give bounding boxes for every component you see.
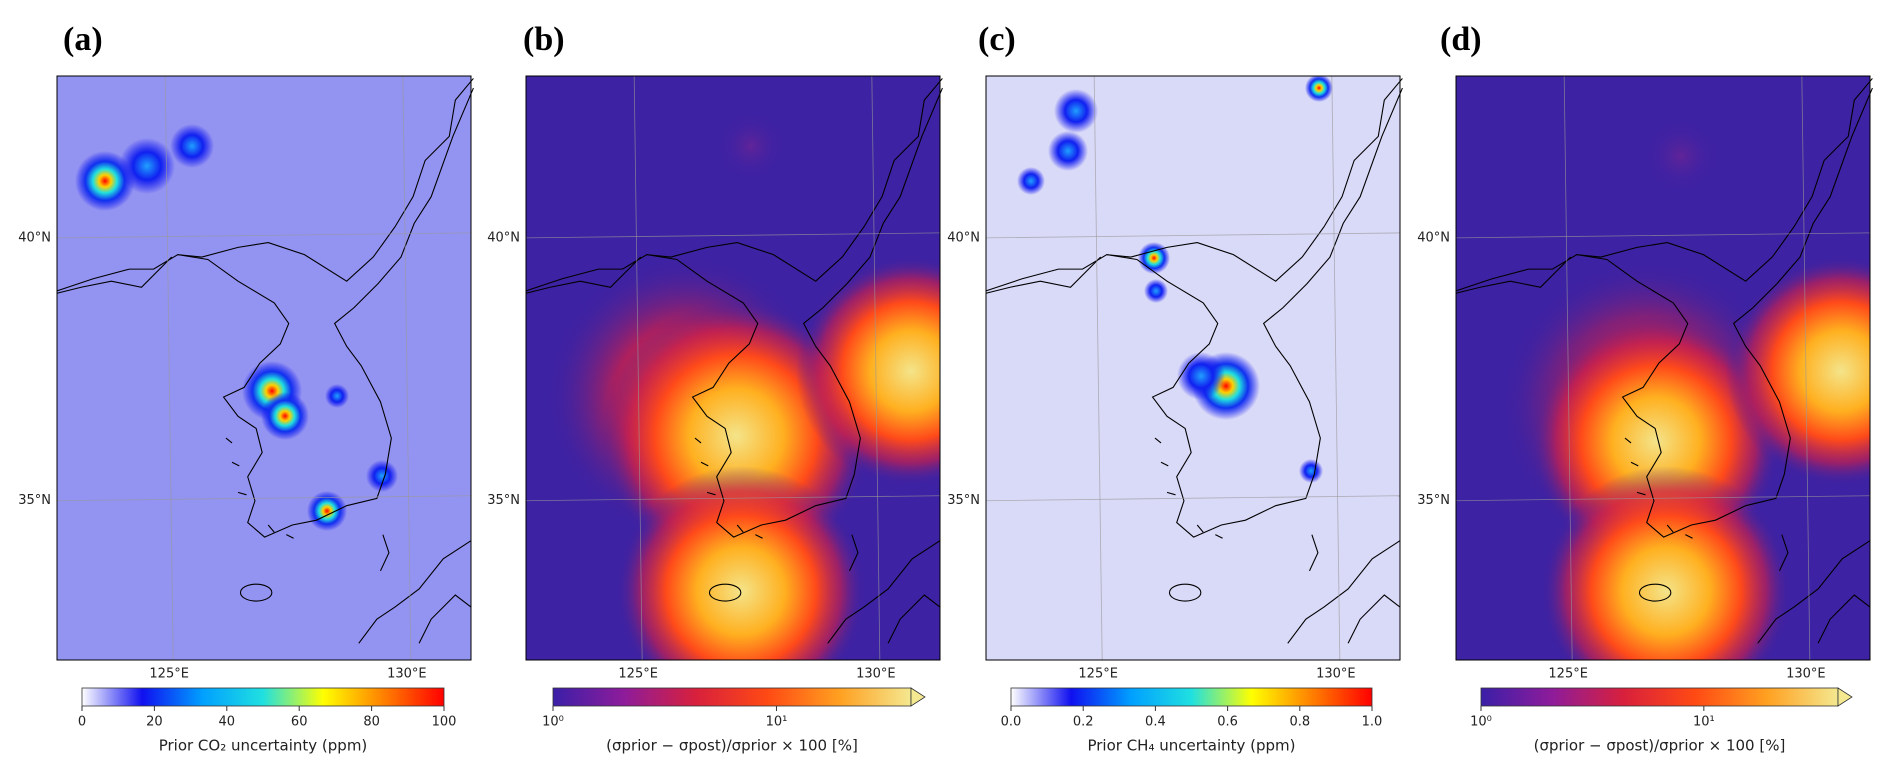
grid-line <box>525 495 941 502</box>
map-frame <box>56 75 472 661</box>
colorbar-tick-label: 0.4 <box>1145 715 1166 730</box>
grid-line <box>402 75 412 661</box>
hotspot <box>1177 352 1225 400</box>
lon-tick-label: 130°E <box>1316 667 1356 682</box>
grid-line <box>1455 495 1871 502</box>
lat-tick-label: 40°N <box>1417 230 1450 245</box>
grid-line <box>871 75 881 661</box>
colorbar-tick-label: 100 <box>432 715 457 730</box>
colorbar-extend <box>1837 687 1853 707</box>
map-field <box>57 76 471 660</box>
colorbar-label: Prior CH₄ uncertainty (ppm) <box>1087 737 1295 755</box>
hotspot <box>716 111 786 181</box>
hotspot <box>325 384 349 408</box>
map-panel: 125°E 130°E 40°N 35°N <box>947 75 1403 682</box>
grid-line <box>1331 75 1341 661</box>
lon-tick-label: 130°E <box>387 667 427 682</box>
map-field <box>526 76 940 660</box>
hotspot <box>261 392 309 440</box>
grid-line <box>1801 75 1811 661</box>
colorbar-tick-label: 10⁰ <box>1470 715 1492 730</box>
hotspot <box>1305 76 1333 102</box>
colorbar-tick-label: 0.2 <box>1073 715 1094 730</box>
hotspot <box>1017 167 1045 195</box>
map-frame <box>1455 75 1871 661</box>
map-panel: 125°E 130°E 40°N 35°N <box>18 75 474 682</box>
lat-tick-label: 35°N <box>947 493 980 508</box>
lat-tick-label: 40°N <box>487 230 520 245</box>
colorbar-tick-label: 0 <box>78 715 86 730</box>
hotspot <box>170 124 214 168</box>
hotspot <box>1144 279 1168 303</box>
grid-line <box>164 75 174 661</box>
colorbar-tick-label: 1.0 <box>1362 715 1383 730</box>
colorbar-tick-label: 10¹ <box>1693 715 1715 730</box>
panel-label: (c) <box>978 21 1016 58</box>
hotspot <box>796 256 940 486</box>
colorbar <box>1480 687 1839 707</box>
lat-tick-label: 35°N <box>487 493 520 508</box>
panel-label: (b) <box>523 21 565 58</box>
colorbar-extend <box>910 687 926 707</box>
grid-line <box>1455 232 1871 239</box>
colorbar <box>1010 687 1373 707</box>
hotspot <box>1138 242 1170 274</box>
colorbar-tick-label: 0.6 <box>1217 715 1238 730</box>
colorbar-tick-label: 80 <box>363 715 380 730</box>
panel-label: (d) <box>1440 21 1482 58</box>
grid-line <box>985 495 1401 502</box>
lat-tick-label: 35°N <box>18 493 51 508</box>
map-panel: 125°E 130°E 40°N 35°N <box>487 75 943 682</box>
panel-label: (a) <box>63 21 103 58</box>
hotspot <box>1054 89 1098 133</box>
colorbar-tick-label: 0.8 <box>1289 715 1310 730</box>
hotspot <box>307 491 347 531</box>
colorbar-tick-label: 60 <box>291 715 308 730</box>
colorbar-label: (σprior − σpost)/σprior × 100 [%] <box>1534 737 1786 755</box>
grid-line <box>1093 75 1103 661</box>
hotspot <box>366 460 398 492</box>
lat-tick-label: 40°N <box>18 230 51 245</box>
lat-tick-label: 35°N <box>1417 493 1450 508</box>
colorbar-tick-label: 40 <box>219 715 236 730</box>
hotspot <box>1299 459 1323 483</box>
lon-tick-label: 125°E <box>618 667 658 682</box>
hotspot <box>119 138 175 194</box>
hotspot <box>1726 256 1870 486</box>
lat-tick-label: 40°N <box>947 230 980 245</box>
hotspot <box>616 466 866 660</box>
colorbar-label: Prior CO₂ uncertainty (ppm) <box>159 737 368 755</box>
grid-line <box>56 495 472 502</box>
hotspot <box>1048 131 1088 171</box>
map-field <box>986 76 1400 660</box>
colorbar-tick-label: 10¹ <box>766 715 788 730</box>
colorbar <box>81 687 445 707</box>
lon-tick-label: 125°E <box>1078 667 1118 682</box>
lon-tick-label: 130°E <box>1786 667 1826 682</box>
map-field <box>1456 76 1870 660</box>
grid-line <box>985 232 1401 239</box>
colorbar-tick-label: 0.0 <box>1001 715 1022 730</box>
colorbar-tick-label: 10⁰ <box>542 715 564 730</box>
map-frame <box>525 75 941 661</box>
map-panel: 125°E 130°E 40°N 35°N <box>1417 75 1873 682</box>
grid-line <box>1563 75 1573 661</box>
lon-tick-label: 125°E <box>1548 667 1588 682</box>
map-frame <box>985 75 1401 661</box>
colorbar-label: (σprior − σpost)/σprior × 100 [%] <box>606 737 858 755</box>
hotspot <box>1643 118 1719 194</box>
lon-tick-label: 125°E <box>149 667 189 682</box>
colorbar-tick-label: 20 <box>146 715 163 730</box>
lon-tick-label: 130°E <box>856 667 896 682</box>
grid-line <box>525 232 941 239</box>
grid-line <box>633 75 643 661</box>
grid-line <box>56 232 472 239</box>
colorbar <box>552 687 912 707</box>
